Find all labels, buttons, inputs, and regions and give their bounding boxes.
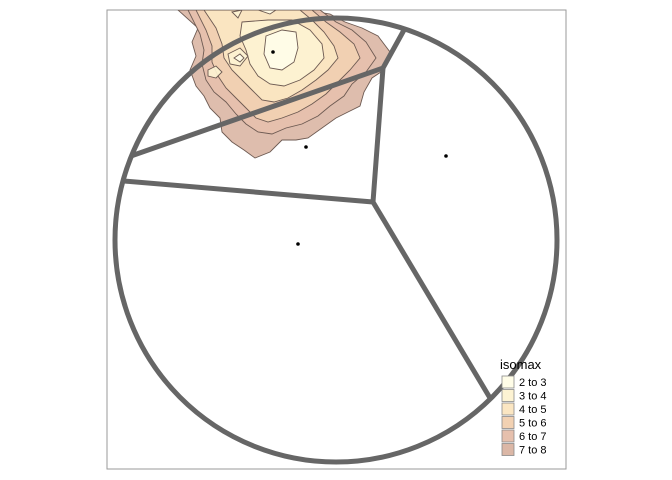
legend-swatch — [501, 389, 515, 402]
contour-island-5 — [231, 10, 243, 19]
legend-title: isomax — [500, 357, 542, 372]
point-marker — [444, 154, 448, 158]
point-marker — [304, 145, 308, 149]
legend-label: 2 to 3 — [519, 377, 547, 389]
contour-2-to-3 — [263, 29, 299, 71]
legend-swatch — [501, 416, 515, 429]
legend-items: 2 to 3 3 to 44 to 5 5 to 66 to 7 7 to 8 — [501, 375, 547, 457]
legend-label: 7 to 8 — [519, 445, 547, 457]
legend-swatch — [501, 429, 515, 443]
contour-island-2 — [233, 53, 245, 63]
point-marker — [271, 50, 275, 54]
legend-swatch — [501, 402, 515, 416]
legend-label: 6 to 7 — [519, 431, 547, 443]
legend: isomax 2 to 3 3 to 44 to 5 5 to 66 to 7 7 t… — [500, 357, 547, 457]
legend-swatch — [501, 375, 515, 389]
legend-label: 4 to 5 — [519, 404, 547, 416]
point-marker — [296, 242, 300, 246]
legend-swatch — [501, 443, 515, 456]
circle-boundary — [112, 15, 560, 465]
point-layer — [271, 50, 448, 246]
region-boundaries — [112, 15, 560, 465]
contour-island-4 — [257, 10, 277, 15]
legend-label: 5 to 6 — [519, 418, 547, 430]
legend-label: 3 to 4 — [519, 391, 547, 403]
boundary-south-east — [370, 200, 493, 400]
contour-island-3 — [207, 65, 223, 79]
